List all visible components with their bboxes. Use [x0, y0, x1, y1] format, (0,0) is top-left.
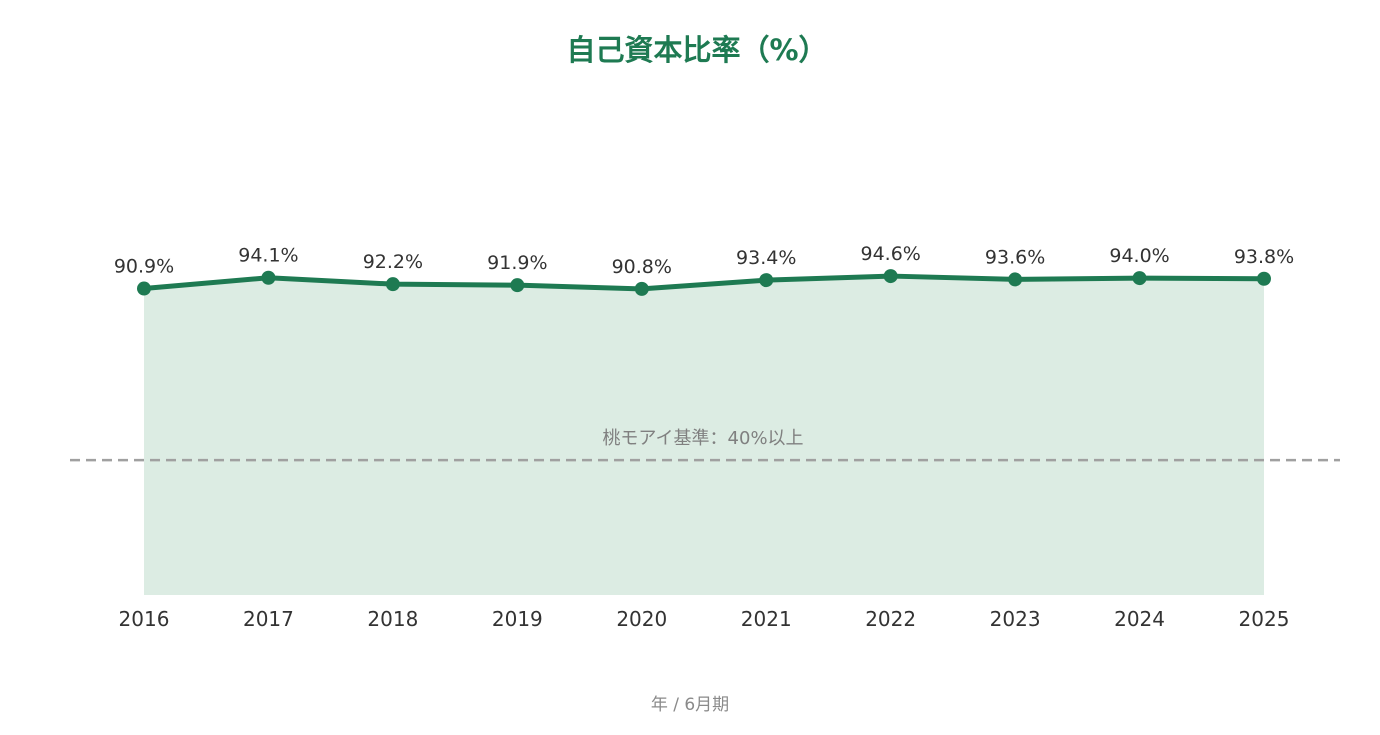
data-point-2016	[137, 281, 151, 296]
x-tick-2025: 2025	[1239, 607, 1290, 631]
x-tick-2024: 2024	[1114, 607, 1165, 631]
data-labels: 90.9% 94.1% 92.2% 91.9% 90.8% 93.4% 94.6% 93.6%…	[114, 243, 1294, 278]
data-point-2022	[883, 269, 898, 284]
x-axis-label: 年 / 6月期	[651, 695, 729, 715]
x-tick-2019: 2019	[492, 607, 543, 631]
area-fill	[144, 276, 1264, 595]
data-label-2019: 91.9%	[487, 252, 547, 274]
data-label-2020: 90.8%	[612, 256, 672, 278]
x-tick-2018: 2018	[367, 607, 418, 631]
x-tick-2023: 2023	[990, 607, 1041, 631]
data-point-2023	[1008, 272, 1023, 287]
data-label-2025: 93.8%	[1234, 246, 1294, 268]
data-point-2019	[510, 278, 525, 293]
data-label-2016: 90.9%	[114, 256, 174, 278]
x-tick-2021: 2021	[741, 607, 792, 631]
data-points	[137, 269, 1271, 296]
x-tick-2016: 2016	[119, 607, 170, 631]
x-tick-2017: 2017	[243, 607, 294, 631]
data-point-2020	[634, 281, 649, 296]
data-label-2023: 93.6%	[985, 246, 1045, 268]
series-line	[141, 273, 1267, 292]
x-axis-ticks: 2016 2017 2018 2019 2020 2021 2022 2023 2024 2025	[119, 607, 1290, 631]
data-label-2024: 94.0%	[1109, 245, 1169, 267]
data-label-2017: 94.1%	[238, 245, 298, 267]
data-label-2018: 92.2%	[363, 251, 423, 273]
chart-title: 自己資本比率（%）	[566, 33, 827, 67]
data-point-2025	[1257, 271, 1271, 286]
data-point-2018	[385, 277, 400, 292]
data-point-2021	[759, 273, 774, 288]
data-label-2021: 93.4%	[736, 247, 796, 269]
data-label-2022: 94.6%	[860, 243, 920, 265]
data-point-2024	[1132, 271, 1147, 286]
x-tick-2020: 2020	[616, 607, 667, 631]
x-tick-2022: 2022	[865, 607, 916, 631]
data-point-2017	[261, 270, 276, 285]
reference-line-label: 桃モアイ基準：40%以上	[602, 428, 803, 449]
